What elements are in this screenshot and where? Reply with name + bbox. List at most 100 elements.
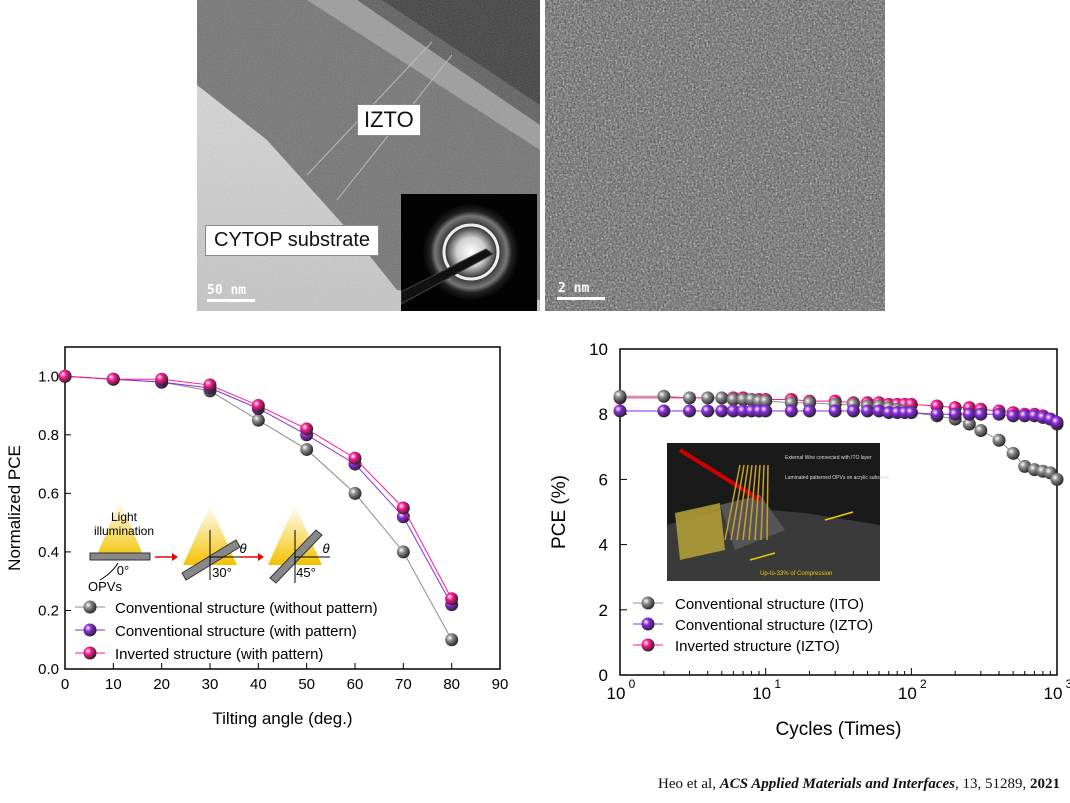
x-tick-label: 40 — [250, 676, 267, 693]
y-tick-label: 1.0 — [38, 368, 59, 385]
photo-annotation: Up-to-33% of Compression — [760, 571, 832, 577]
y-tick-label: 0.6 — [38, 485, 59, 502]
legend-marker — [83, 646, 97, 660]
photo-electrode — [730, 464, 745, 541]
photo-electrode — [724, 464, 741, 541]
photo-arrow — [824, 511, 854, 521]
y-tick-label: 4 — [599, 536, 608, 555]
data-point — [155, 372, 169, 386]
legend-label: Inverted structure (IZTO) — [675, 638, 840, 655]
data-point — [683, 404, 697, 418]
data-point — [701, 391, 715, 405]
inset-theta: θ — [239, 541, 246, 556]
inset-angle-label: 0° — [117, 563, 129, 578]
plot-frame — [619, 348, 1058, 676]
data-point — [657, 389, 671, 403]
x-tick-label: 20 — [153, 676, 170, 693]
plot-frame — [64, 346, 501, 670]
legend-label: Conventional structure (without pattern) — [115, 600, 378, 617]
data-point — [930, 407, 944, 421]
data-point — [1018, 409, 1032, 423]
photo-annotation: External Wire connected with ITO layer — [785, 455, 872, 461]
data-point — [962, 407, 976, 421]
inset-light-label: illumination — [94, 524, 154, 538]
x-tick-label: 30 — [202, 676, 219, 693]
inset-arrowhead — [258, 553, 264, 561]
light-cone — [95, 500, 145, 560]
data-point — [784, 404, 798, 418]
data-point — [992, 433, 1006, 447]
data-point — [348, 486, 362, 500]
inset-angle-label: 30° — [212, 565, 232, 580]
y-tick-label: 6 — [599, 470, 608, 489]
data-point — [803, 404, 817, 418]
data-point — [106, 372, 120, 386]
scale-bar-2nm — [557, 297, 605, 300]
legend-label: Conventional structure (with pattern) — [115, 623, 357, 640]
device-flat — [89, 552, 151, 561]
inset-angle-label: 45° — [296, 565, 316, 580]
data-point — [1006, 446, 1020, 460]
x-tick-label: 50 — [298, 676, 315, 693]
x-tick-label: 90 — [492, 676, 509, 693]
data-point — [759, 404, 773, 418]
photo-electrode — [766, 464, 769, 541]
data-point — [58, 369, 72, 383]
izto-layer-label: IZTO — [357, 104, 421, 136]
x-tick-label: 70 — [395, 676, 412, 693]
photo-electrode — [736, 464, 749, 541]
data-point — [445, 592, 459, 606]
data-point — [726, 404, 740, 418]
x-tick-exponent: 3 — [1066, 677, 1070, 691]
x-tick-label: 10 — [898, 684, 917, 703]
inset-arrowhead — [172, 553, 178, 561]
data-point — [860, 404, 874, 418]
y-tick-label: 0.4 — [38, 544, 59, 561]
photo-tape — [675, 503, 725, 560]
scale-bar-label-2nm: 2 nm — [558, 281, 590, 296]
citation: Heo et al, ACS Applied Materials and Int… — [658, 776, 1060, 793]
data-point — [251, 399, 265, 413]
tilting-angle-chart: 0 10 20 30 40 50 60 70 80 90 0.0 0.2 0.4 0.6 0.8 1.0 Til… — [0, 335, 520, 745]
photo-arrow — [749, 552, 776, 561]
data-point — [948, 407, 962, 421]
data-point — [701, 404, 715, 418]
legend-marker — [641, 596, 655, 610]
data-point — [759, 394, 773, 408]
data-point — [904, 406, 918, 420]
photo-red-wire — [678, 448, 762, 502]
x-tick-label: 10 — [607, 684, 626, 703]
citation-details: , 13, 51289, — [955, 776, 1030, 792]
x-tick-exponent: 2 — [920, 677, 927, 691]
data-point — [613, 389, 627, 403]
scale-bar-label: 50 nm — [207, 283, 247, 298]
data-point — [657, 404, 671, 418]
data-point — [203, 378, 217, 392]
legend-marker — [641, 617, 655, 631]
data-point — [613, 404, 627, 418]
x-tick-label: 80 — [443, 676, 460, 693]
data-point — [348, 451, 362, 465]
data-point — [726, 393, 740, 407]
y-tick-label: 0 — [599, 666, 608, 685]
legend-label: Inverted structure (with pattern) — [115, 646, 323, 663]
device-tilted-30 — [181, 539, 241, 581]
diffraction-pattern-inset — [401, 194, 537, 311]
data-point — [1050, 472, 1064, 486]
x-tick-label: 10 — [1044, 684, 1063, 703]
citation-journal: ACS Applied Materials and Interfaces — [719, 776, 955, 792]
legend-marker — [83, 623, 97, 637]
x-axis-label: Tilting angle (deg.) — [212, 709, 352, 728]
data-point — [992, 407, 1006, 421]
y-tick-label: 0.2 — [38, 602, 59, 619]
legend-marker — [83, 600, 97, 614]
scale-bar — [207, 299, 255, 302]
x-tick-label: 10 — [105, 676, 122, 693]
data-point — [974, 424, 988, 437]
inset-theta: θ — [322, 541, 329, 556]
photo-electrode — [748, 464, 757, 541]
cycles-pce-chart: 10 0 10 1 10 2 10 3 0 2 4 6 8 10 Cycles (Times) PCE (%)… — [535, 335, 1070, 755]
device-arrow — [99, 562, 119, 581]
